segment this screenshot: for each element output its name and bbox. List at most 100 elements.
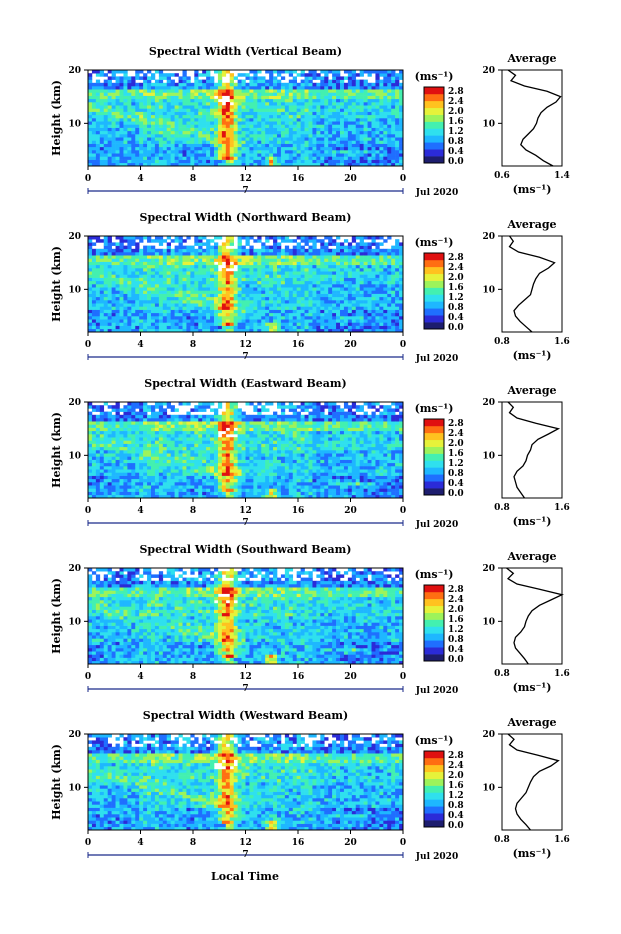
- heatmap-cell: [257, 255, 261, 259]
- heatmap-cell: [257, 89, 261, 93]
- heatmap-cell: [336, 271, 340, 275]
- heatmap-cell: [131, 147, 135, 151]
- heatmap-cell: [301, 274, 305, 278]
- heatmap-cell: [120, 469, 124, 473]
- heatmap-cell: [246, 262, 250, 266]
- heatmap-cell: [127, 310, 131, 314]
- heatmap-cell: [171, 147, 175, 151]
- heatmap-cell: [364, 153, 368, 157]
- heatmap-cell: [328, 249, 332, 253]
- heatmap-cell: [312, 271, 316, 275]
- heatmap-cell: [222, 242, 226, 246]
- heatmap-cell: [139, 239, 143, 243]
- profile-y-tick-label: 20: [482, 66, 495, 76]
- heatmap-cell: [218, 102, 222, 106]
- heatmap-cell: [214, 303, 218, 307]
- heatmap-cell: [108, 242, 112, 246]
- heatmap-cell: [100, 479, 104, 483]
- heatmap-cell: [312, 99, 316, 103]
- heatmap-cell: [108, 421, 112, 425]
- heatmap-cell: [395, 239, 399, 243]
- heatmap-cell: [253, 239, 257, 243]
- heatmap-cell: [273, 96, 277, 100]
- heatmap-cell: [320, 137, 324, 141]
- heatmap-cell: [309, 252, 313, 256]
- heatmap-cell: [249, 281, 253, 285]
- heatmap-cell: [301, 255, 305, 259]
- heatmap-cell: [356, 290, 360, 294]
- heatmap-cell: [253, 300, 257, 304]
- heatmap-cell: [167, 76, 171, 80]
- heatmap-cell: [171, 96, 175, 100]
- heatmap-cell: [108, 131, 112, 135]
- heatmap-cell: [289, 128, 293, 132]
- heatmap-cell: [395, 99, 399, 103]
- heatmap-cell: [261, 124, 265, 128]
- heatmap-cell: [183, 86, 187, 90]
- heatmap-cell: [167, 287, 171, 291]
- heatmap-cell: [127, 128, 131, 132]
- heatmap-cell: [238, 99, 242, 103]
- heatmap-cell: [328, 80, 332, 84]
- heatmap-cell: [309, 287, 313, 291]
- heatmap-cell: [234, 310, 238, 314]
- heatmap-cell: [198, 118, 202, 122]
- heatmap-cell: [297, 262, 301, 266]
- heatmap-cell: [324, 73, 328, 77]
- heatmap-cell: [131, 294, 135, 298]
- heatmap-cell: [297, 112, 301, 116]
- heatmap-cell: [242, 115, 246, 119]
- heatmap-cell: [238, 290, 242, 294]
- heatmap-cell: [147, 271, 151, 275]
- heatmap-cell: [305, 294, 309, 298]
- heatmap-cell: [147, 258, 151, 262]
- heatmap-cell: [387, 140, 391, 144]
- heatmap-cell: [305, 131, 309, 135]
- heatmap-cell: [273, 297, 277, 301]
- heatmap-cell: [238, 246, 242, 250]
- heatmap-cell: [328, 118, 332, 122]
- heatmap-cell: [139, 112, 143, 116]
- heatmap-cell: [202, 144, 206, 148]
- heatmap-cell: [151, 294, 155, 298]
- heatmap-cell: [163, 112, 167, 116]
- heatmap-cell: [309, 326, 313, 330]
- heatmap-cell: [218, 271, 222, 275]
- heatmap-cell: [218, 313, 222, 317]
- heatmap-cell: [131, 482, 135, 486]
- heatmap-cell: [249, 150, 253, 154]
- heatmap-cell: [210, 271, 214, 275]
- heatmap-cell: [96, 147, 100, 151]
- heatmap-cell: [96, 316, 100, 320]
- heatmap-cell: [379, 99, 383, 103]
- heatmap-cell: [273, 156, 277, 160]
- heatmap-cell: [100, 105, 104, 109]
- heatmap-cell: [297, 316, 301, 320]
- heatmap-cell: [364, 131, 368, 135]
- heatmap-cell: [360, 118, 364, 122]
- heatmap-cell: [328, 115, 332, 119]
- heatmap-cell: [123, 249, 127, 253]
- heatmap-cell: [372, 115, 376, 119]
- heatmap-cell: [194, 112, 198, 116]
- heatmap-cell: [364, 115, 368, 119]
- heatmap-cell: [324, 255, 328, 259]
- heatmap-cell: [265, 92, 269, 96]
- heatmap-cell: [167, 83, 171, 87]
- heatmap-cell: [104, 86, 108, 90]
- heatmap-cell: [210, 153, 214, 157]
- heatmap-cell: [253, 96, 257, 100]
- heatmap-cell: [104, 488, 108, 492]
- heatmap-cell: [344, 313, 348, 317]
- heatmap-cell: [96, 456, 100, 460]
- heatmap-cell: [316, 290, 320, 294]
- heatmap-cell: [139, 137, 143, 141]
- heatmap-cell: [151, 73, 155, 77]
- heatmap-cell: [289, 121, 293, 125]
- heatmap-cell: [372, 294, 376, 298]
- heatmap-cell: [273, 86, 277, 90]
- heatmap-cell: [139, 153, 143, 157]
- heatmap-cell: [171, 281, 175, 285]
- heatmap-cell: [297, 89, 301, 93]
- heatmap-cell: [186, 274, 190, 278]
